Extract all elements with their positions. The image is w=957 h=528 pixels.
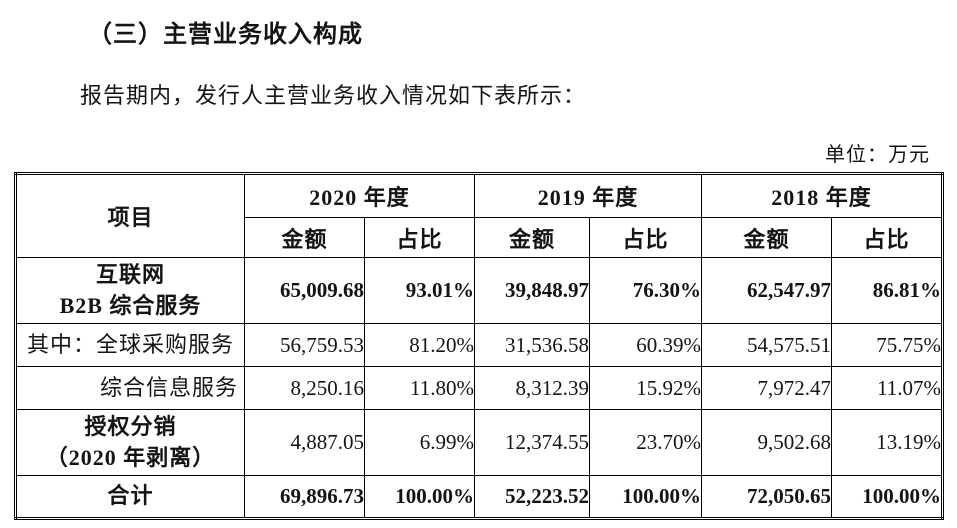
cell-2019-amount: 52,223.52	[474, 475, 591, 519]
row-label: 综合信息服务	[15, 366, 245, 410]
cell-2019-ratio: 76.30%	[589, 257, 703, 324]
row-label: 互联网 B2B 综合服务	[15, 257, 245, 324]
row-label: 合计	[15, 475, 245, 519]
cell-2019-amount: 8,312.39	[474, 366, 591, 410]
cell-2020-ratio: 11.80%	[363, 366, 476, 410]
cell-2020-ratio: 81.20%	[363, 323, 476, 367]
col-header-2020: 2020 年度	[243, 173, 476, 218]
table-row-internet-b2b: 互联网 B2B 综合服务 65,009.68 93.01% 39,848.97 …	[15, 257, 944, 324]
cell-2020-amount: 65,009.68	[244, 257, 365, 324]
cell-2019-amount: 39,848.97	[474, 257, 591, 324]
col-header-item: 项目	[15, 173, 245, 258]
row-label-line: 其中：全球采购服务	[26, 331, 234, 357]
cell-2019-ratio: 60.39%	[589, 323, 703, 367]
cell-2020-ratio: 100.00%	[363, 475, 476, 519]
row-label: 授权分销 （2020 年剥离）	[15, 409, 245, 476]
col-header-2019: 2019 年度	[474, 173, 703, 218]
cell-2018-amount: 54,575.51	[701, 323, 833, 367]
cell-2018-ratio: 11.07%	[831, 366, 944, 410]
cell-2018-ratio: 13.19%	[831, 409, 944, 476]
cell-2018-ratio: 100.00%	[831, 475, 944, 519]
row-label-line: （2020 年剥离）	[45, 444, 216, 470]
cell-2020-ratio: 6.99%	[363, 409, 476, 476]
cell-2020-amount: 8,250.16	[244, 366, 365, 410]
cell-2019-amount: 31,536.58	[474, 323, 591, 367]
cell-2020-amount: 56,759.53	[244, 323, 365, 367]
row-label: 其中：全球采购服务	[15, 323, 245, 367]
cell-2018-amount: 72,050.65	[701, 475, 833, 519]
table-row-global-procurement: 其中：全球采购服务 56,759.53 81.20% 31,536.58 60.…	[15, 323, 944, 367]
row-label-line: 授权分销	[84, 413, 177, 439]
col-subheader-ratio: 占比	[589, 217, 703, 258]
cell-2019-ratio: 15.92%	[589, 366, 703, 410]
row-label-line: 综合信息服务	[99, 374, 238, 400]
cell-2019-amount: 12,374.55	[474, 409, 591, 476]
table-row-info-service: 综合信息服务 8,250.16 11.80% 8,312.39 15.92% 7…	[15, 366, 944, 410]
cell-2018-amount: 7,972.47	[701, 366, 833, 410]
cell-2020-amount: 4,887.05	[244, 409, 365, 476]
revenue-composition-table: 项目 2020 年度 2019 年度 2018 年度 金额 占比 金额 占比 金…	[14, 172, 945, 520]
cell-2018-ratio: 86.81%	[831, 257, 944, 324]
cell-2018-amount: 9,502.68	[701, 409, 833, 476]
col-subheader-ratio: 占比	[363, 217, 476, 258]
col-subheader-ratio: 占比	[831, 217, 944, 258]
cell-2018-ratio: 75.75%	[831, 323, 944, 367]
unit-label: 单位：万元	[825, 144, 930, 166]
cell-2018-amount: 62,547.97	[701, 257, 833, 324]
cell-2019-ratio: 23.70%	[589, 409, 703, 476]
col-header-2018: 2018 年度	[701, 173, 944, 218]
cell-2020-ratio: 93.01%	[363, 257, 476, 324]
row-label-line: 互联网	[95, 261, 165, 287]
col-subheader-amount: 金额	[701, 217, 833, 258]
table-row-authorized-distribution: 授权分销 （2020 年剥离） 4,887.05 6.99% 12,374.55…	[15, 409, 944, 476]
cell-2019-ratio: 100.00%	[589, 475, 703, 519]
cell-2020-amount: 69,896.73	[244, 475, 365, 519]
section-title: （三）主营业务收入构成	[88, 21, 363, 48]
row-label-line: 合计	[107, 483, 154, 509]
row-label-line: B2B 综合服务	[59, 292, 202, 318]
col-subheader-amount: 金额	[244, 217, 365, 258]
table-row-total: 合计 69,896.73 100.00% 52,223.52 100.00% 7…	[15, 475, 944, 519]
col-subheader-amount: 金额	[474, 217, 591, 258]
table-header-row-years: 项目 2020 年度 2019 年度 2018 年度	[15, 173, 944, 258]
intro-text: 报告期内，发行人主营业务收入情况如下表所示：	[80, 83, 587, 108]
